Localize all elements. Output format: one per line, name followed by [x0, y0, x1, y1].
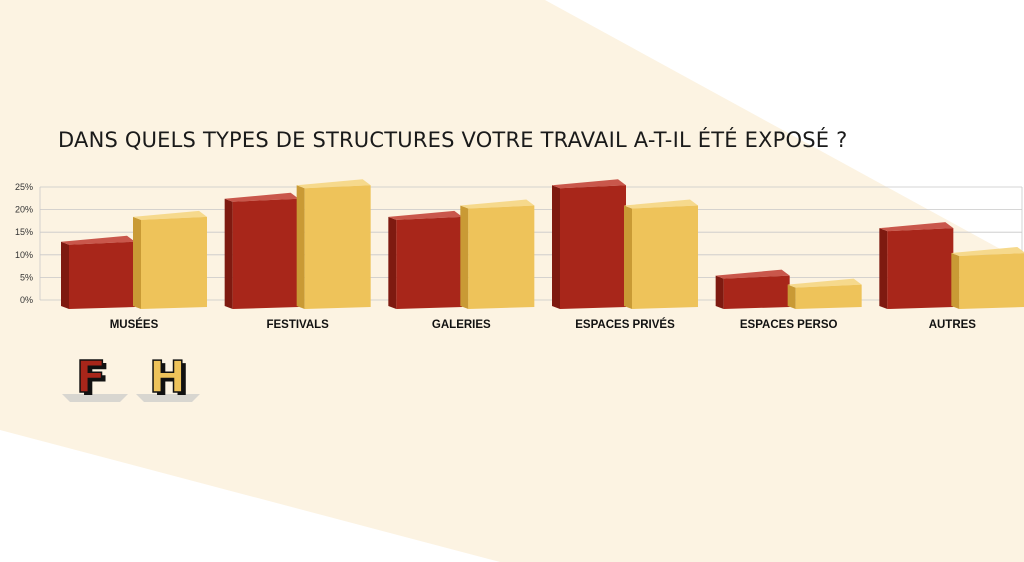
y-axis-ticks: 0% 5% 10% 15% 20% 25% [15, 182, 33, 305]
bar-front [396, 216, 463, 309]
bar-front [723, 275, 790, 309]
bar-front [959, 253, 1024, 309]
bar-front [887, 228, 954, 309]
bar-front [632, 205, 698, 309]
legend-item-h: H H [136, 351, 200, 406]
bar-front [795, 284, 862, 309]
bar-top [787, 278, 862, 288]
category-label: GALERIES [432, 319, 491, 331]
y-tick-label: 5% [20, 272, 33, 282]
bar-f [552, 179, 626, 309]
bar-f [879, 222, 954, 309]
legend-h-letter: H [149, 352, 186, 403]
bar-h [460, 199, 535, 309]
bar-side [787, 284, 796, 309]
bar-top [61, 235, 135, 245]
bar-h [951, 247, 1024, 309]
bar-h [296, 179, 371, 309]
bar-f [61, 235, 135, 309]
legend-h-shadow: H [153, 355, 190, 406]
bar-h [787, 278, 862, 309]
bar-f [715, 269, 790, 309]
y-tick-label: 15% [15, 227, 33, 237]
bar-h [133, 210, 207, 309]
bar-side [388, 216, 397, 309]
bar-top [552, 179, 626, 189]
category-label: ESPACES PERSO [740, 319, 838, 331]
category-label: ESPACES PRIVÉS [575, 318, 675, 331]
bar-top [951, 247, 1024, 257]
bar-side [133, 216, 141, 309]
bar-f [388, 210, 463, 309]
legend-item-f: F F [62, 351, 128, 406]
bar-side [61, 241, 69, 309]
y-tick-label: 25% [15, 182, 33, 192]
bar-top [296, 179, 371, 189]
bar-side [715, 275, 724, 309]
bar-top [460, 199, 535, 209]
bar-h [624, 199, 698, 309]
category-labels: MUSÉES FESTIVALS GALERIES ESPACES PRIVÉS ESP… [110, 318, 977, 331]
bar-side [296, 185, 305, 309]
bar-front [468, 205, 535, 309]
bar-front [304, 185, 371, 309]
y-tick-label: 20% [15, 205, 33, 215]
bar-front [141, 216, 207, 309]
y-tick-label: 10% [15, 250, 33, 260]
bar-front [69, 241, 135, 309]
bar-side [879, 228, 888, 309]
legend-f-shadow: F [80, 355, 110, 406]
bar-top [624, 199, 698, 209]
bar-side [552, 185, 560, 309]
bar-front [232, 198, 299, 309]
bar-side [951, 253, 960, 309]
category-label: FESTIVALS [266, 319, 329, 331]
bar-top [715, 269, 790, 279]
bar-top [224, 192, 299, 202]
bar-side [624, 205, 632, 309]
bar-top [133, 210, 207, 220]
legend-f-letter: F [76, 352, 106, 403]
bar-top [388, 210, 463, 220]
bars [61, 179, 1024, 309]
chart-title: DANS QUELS TYPES DE STRUCTURES VOTRE TRA… [58, 128, 848, 152]
y-tick-label: 0% [20, 295, 33, 305]
bar-top [879, 222, 954, 232]
category-label: MUSÉES [110, 318, 159, 331]
bar-side [224, 198, 233, 309]
bar-side [460, 205, 469, 309]
bar-f [224, 192, 299, 309]
legend: F F H H [62, 351, 200, 406]
category-label: AUTRES [929, 319, 977, 331]
bar-front [560, 185, 626, 309]
